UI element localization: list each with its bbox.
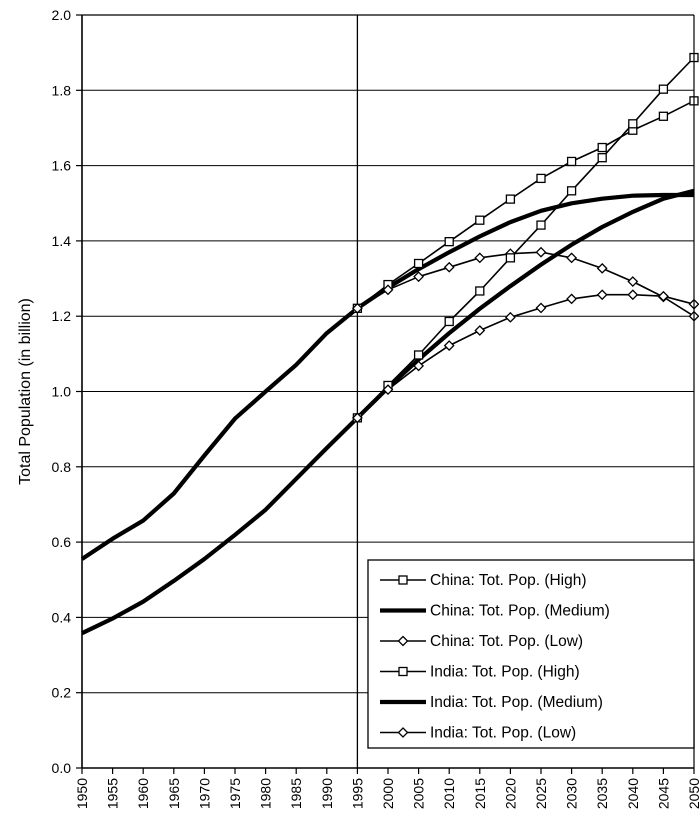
diamond-marker bbox=[627, 289, 639, 301]
y-tick-label: 2.0 bbox=[52, 7, 72, 23]
legend-square-marker bbox=[398, 666, 408, 677]
square-marker bbox=[536, 173, 546, 184]
diamond-marker bbox=[535, 246, 547, 258]
diamond-marker bbox=[382, 384, 394, 396]
square-marker bbox=[566, 156, 577, 167]
y-tick-label: 1.6 bbox=[52, 158, 72, 174]
x-tick-label: 1980 bbox=[258, 778, 274, 809]
legend-entry-label: India: Tot. Pop. (Low) bbox=[430, 725, 576, 742]
x-tick-label: 2035 bbox=[594, 778, 610, 809]
square-marker bbox=[505, 253, 516, 263]
series-line-2 bbox=[356, 251, 695, 317]
legend-diamond-marker bbox=[397, 635, 409, 647]
x-tick-label: 1970 bbox=[196, 778, 212, 809]
square-marker bbox=[658, 84, 669, 94]
series-line-1 bbox=[80, 192, 694, 561]
x-tick-label: 2045 bbox=[655, 778, 671, 809]
legend-entry-label: India: Tot. Pop. (High) bbox=[430, 664, 580, 681]
legend-box bbox=[367, 559, 695, 749]
legend-entry-label: India: Tot. Pop. (Medium) bbox=[430, 694, 603, 711]
diamond-marker bbox=[474, 252, 486, 264]
y-tick-label: 0.2 bbox=[52, 685, 72, 701]
square-marker bbox=[505, 194, 516, 204]
square-marker bbox=[444, 316, 454, 327]
y-tick-label: 0.0 bbox=[52, 760, 72, 776]
series-line-0 bbox=[356, 100, 695, 309]
x-tick-label: 1990 bbox=[319, 778, 335, 809]
x-tick-label: 2000 bbox=[380, 778, 396, 809]
x-tick-label: 2020 bbox=[502, 778, 518, 809]
legend-square-marker bbox=[398, 575, 408, 585]
diamond-marker bbox=[596, 262, 608, 274]
x-tick-label: 1960 bbox=[135, 778, 151, 809]
series-line-3 bbox=[356, 56, 695, 419]
x-tick-label: 2050 bbox=[686, 778, 699, 809]
y-tick-label: 0.8 bbox=[52, 459, 72, 475]
diamond-marker bbox=[443, 340, 455, 351]
square-marker bbox=[566, 186, 577, 196]
square-marker bbox=[658, 111, 669, 121]
diamond-marker bbox=[535, 302, 547, 314]
diamond-marker bbox=[566, 293, 578, 305]
square-marker bbox=[475, 286, 485, 296]
y-axis-tick-labels: 0.0 0.2 0.4 0.6 0.8 1.0 1.2 1.4 1.6 1.8 2.0 bbox=[52, 7, 82, 776]
diamond-marker bbox=[351, 412, 363, 424]
legend-entry-label: China: Tot. Pop. (High) bbox=[430, 572, 587, 589]
x-axis-tick-labels: 1950 1955 1960 1965 1970 1975 1980 1985 1990 1995… bbox=[74, 768, 699, 809]
y-tick-label: 1.4 bbox=[52, 233, 72, 249]
diamond-marker bbox=[382, 284, 394, 296]
legend-diamond-marker bbox=[397, 727, 409, 738]
x-tick-label: 1955 bbox=[105, 778, 121, 809]
diamond-marker bbox=[474, 325, 486, 336]
x-tick-label: 2005 bbox=[411, 778, 427, 809]
diamond-marker bbox=[413, 360, 425, 372]
y-tick-label: 0.4 bbox=[52, 609, 72, 625]
square-marker bbox=[475, 215, 485, 225]
x-tick-label: 2010 bbox=[441, 778, 457, 809]
square-marker bbox=[444, 237, 454, 247]
y-tick-label: 1.0 bbox=[52, 384, 72, 400]
legend-entry-label: China: Tot. Pop. (Medium) bbox=[430, 603, 610, 620]
square-marker bbox=[413, 258, 424, 269]
series-line-5 bbox=[356, 293, 695, 419]
square-marker bbox=[597, 153, 607, 163]
x-tick-label: 1995 bbox=[349, 778, 365, 809]
diamond-marker bbox=[443, 261, 455, 273]
x-tick-label: 2025 bbox=[533, 778, 549, 809]
square-marker bbox=[413, 350, 424, 360]
square-marker bbox=[628, 119, 638, 129]
x-tick-label: 2015 bbox=[472, 778, 488, 809]
x-tick-label: 1965 bbox=[166, 778, 182, 809]
x-tick-label: 1975 bbox=[227, 778, 243, 809]
diamond-marker bbox=[413, 271, 425, 283]
x-tick-label: 1985 bbox=[288, 778, 304, 809]
legend: China: Tot. Pop. (High) China: Tot. Pop. … bbox=[367, 559, 695, 749]
diamond-marker bbox=[627, 276, 639, 287]
square-marker bbox=[536, 220, 546, 230]
x-tick-label: 2030 bbox=[564, 778, 580, 809]
diamond-marker bbox=[566, 252, 578, 264]
y-tick-label: 0.6 bbox=[52, 534, 72, 550]
diamond-marker bbox=[351, 302, 363, 314]
diamond-marker bbox=[504, 311, 516, 323]
x-tick-label: 2040 bbox=[625, 778, 641, 809]
y-tick-label: 1.8 bbox=[52, 82, 72, 98]
diamond-marker bbox=[596, 289, 608, 301]
diamond-marker bbox=[657, 290, 669, 302]
square-marker bbox=[597, 142, 607, 153]
x-tick-label: 1950 bbox=[74, 778, 90, 809]
y-tick-label: 1.2 bbox=[52, 308, 72, 324]
y-axis-label: Total Population (in billion) bbox=[17, 298, 34, 485]
legend-entry-label: China: Tot. Pop. (Low) bbox=[430, 633, 583, 650]
